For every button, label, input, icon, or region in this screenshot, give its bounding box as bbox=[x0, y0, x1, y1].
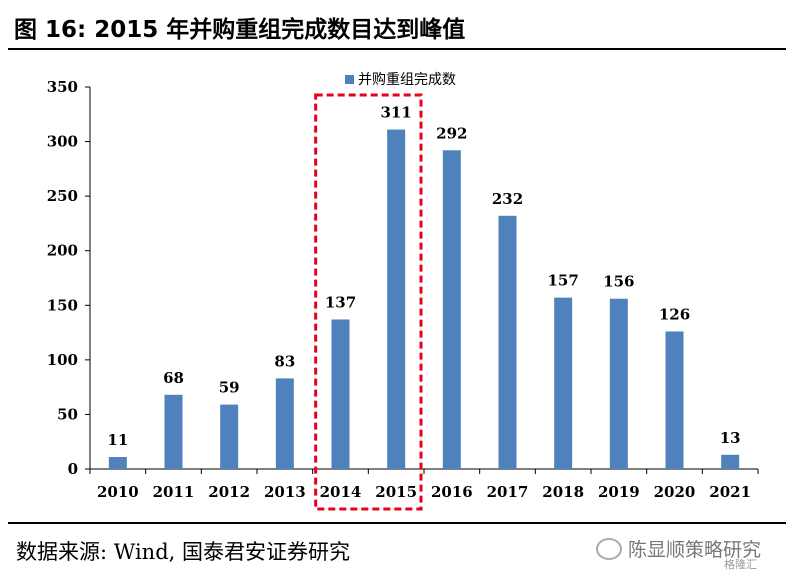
x-axis: 2010 2011 2012 2013 2014 2015 2016 2017 2018 2019… bbox=[89, 468, 759, 501]
bar-2019 bbox=[609, 298, 628, 469]
bar-2012 bbox=[220, 404, 239, 469]
x-tick-label-2021: 2021 bbox=[709, 483, 751, 501]
data-label-2017: 232 bbox=[492, 190, 523, 208]
y-tick-label: 50 bbox=[57, 405, 78, 423]
data-label-2015: 311 bbox=[381, 104, 412, 122]
x-tick-label-2015: 2015 bbox=[375, 483, 417, 501]
data-label-2014: 137 bbox=[325, 293, 356, 311]
x-tick-label-2017: 2017 bbox=[487, 483, 529, 501]
bar-2021 bbox=[721, 454, 740, 469]
source-rule bbox=[8, 522, 786, 524]
watermark-text: 陈显顺策略研究 bbox=[628, 539, 762, 561]
source-note: 数据来源: Wind, 国泰君安证券研究 bbox=[16, 540, 350, 564]
bar-2020 bbox=[665, 331, 684, 469]
legend-swatch bbox=[345, 75, 354, 84]
data-labels: 11 68 59 83 137 311 292 232 157 156 126 13 bbox=[107, 104, 740, 449]
bar-2010 bbox=[108, 456, 127, 469]
x-tick-label-2010: 2010 bbox=[97, 483, 139, 501]
bars bbox=[108, 129, 740, 469]
y-tick-label: 150 bbox=[47, 296, 78, 314]
highlight-rect bbox=[314, 93, 423, 511]
legend-label: 并购重组完成数 bbox=[358, 72, 456, 88]
data-label-2013: 83 bbox=[274, 352, 295, 370]
data-label-2018: 157 bbox=[548, 272, 579, 290]
highlight-box bbox=[314, 93, 423, 511]
bar-2013 bbox=[275, 378, 294, 469]
x-tick-label-2020: 2020 bbox=[654, 483, 696, 501]
data-label-2011: 68 bbox=[163, 369, 184, 387]
watermark-sub: 格隆汇 bbox=[724, 558, 757, 571]
x-tick-label-2018: 2018 bbox=[542, 483, 584, 501]
data-label-2016: 292 bbox=[436, 124, 467, 142]
y-tick-label: 200 bbox=[47, 242, 78, 260]
y-tick-label: 100 bbox=[47, 351, 78, 369]
legend: 并购重组完成数 bbox=[345, 72, 456, 88]
x-tick-label-2016: 2016 bbox=[431, 483, 473, 501]
data-label-2012: 59 bbox=[219, 379, 240, 397]
y-axis: 0 50 100 150 200 250 300 350 bbox=[47, 78, 91, 478]
y-tick-label: 0 bbox=[68, 460, 78, 478]
bar-2017 bbox=[498, 215, 517, 469]
x-tick-label-2012: 2012 bbox=[208, 483, 250, 501]
data-label-2020: 126 bbox=[659, 305, 690, 323]
data-label-2010: 11 bbox=[107, 431, 128, 449]
data-label-2021: 13 bbox=[720, 429, 741, 447]
figure-title: 图 16: 2015 年并购重组完成数目达到峰值 bbox=[14, 17, 466, 43]
wechat-icon bbox=[596, 537, 622, 560]
y-tick-label: 350 bbox=[47, 78, 78, 96]
bar-2011 bbox=[164, 394, 183, 469]
data-label-2019: 156 bbox=[603, 273, 634, 291]
watermark: 陈显顺策略研究 bbox=[596, 535, 761, 562]
bar-2018 bbox=[554, 297, 573, 469]
x-tick-label-2019: 2019 bbox=[598, 483, 640, 501]
x-tick-label-2011: 2011 bbox=[153, 483, 195, 501]
x-tick-label-2014: 2014 bbox=[320, 483, 362, 501]
bar-2016 bbox=[442, 150, 461, 469]
bar-2015 bbox=[387, 129, 406, 469]
title-rule bbox=[8, 48, 786, 50]
bar-2014 bbox=[331, 319, 350, 469]
x-tick-label-2013: 2013 bbox=[264, 483, 306, 501]
y-tick-label: 250 bbox=[47, 187, 78, 205]
y-tick-label: 300 bbox=[47, 133, 78, 151]
